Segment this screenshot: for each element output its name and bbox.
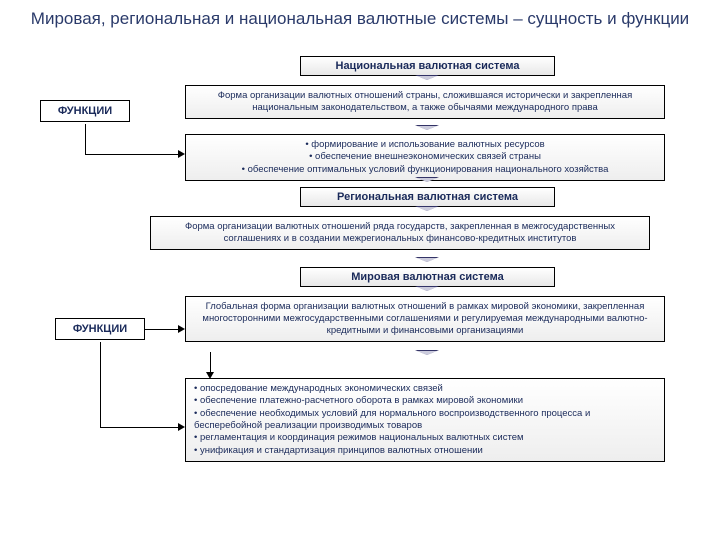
func-label-1: ФУНКЦИИ: [40, 100, 130, 122]
func-item: • обеспечение платежно-расчетного оборот…: [194, 395, 656, 407]
page-title: Мировая, региональная и национальная вал…: [0, 0, 720, 34]
line: [100, 342, 101, 427]
arrow: [206, 372, 214, 379]
national-header: Национальная валютная система: [300, 56, 555, 76]
regional-header: Региональная валютная система: [300, 187, 555, 207]
func-item: • унификация и стандартизация принципов …: [194, 445, 656, 457]
func-item: • опосредование международных экономичес…: [194, 383, 656, 395]
arrow: [178, 423, 185, 431]
func-item: • обеспечение необходимых условий для но…: [194, 408, 656, 420]
func-item: • обеспечение внешнеэкономических связей…: [194, 151, 656, 163]
world-desc: Глобальная форма организации валютных от…: [185, 296, 665, 342]
arrow: [178, 150, 185, 158]
arrow: [178, 325, 185, 333]
func-label-2: ФУНКЦИИ: [55, 318, 145, 340]
line: [85, 124, 86, 154]
line: [145, 329, 180, 330]
national-desc: Форма организации валютных отношений стр…: [185, 85, 665, 119]
func-item: • формирование и использование валютных …: [194, 139, 656, 151]
world-funcs: • опосредование международных экономичес…: [185, 378, 665, 462]
func-item: бесперебойной реализации производимых то…: [194, 420, 656, 432]
regional-desc: Форма организации валютных отношений ряд…: [150, 216, 650, 250]
line: [210, 352, 211, 374]
func-item: • обеспечение оптимальных условий функци…: [194, 164, 656, 176]
world-header: Мировая валютная система: [300, 267, 555, 287]
line: [100, 427, 180, 428]
line: [85, 154, 180, 155]
national-funcs: • формирование и использование валютных …: [185, 134, 665, 181]
func-item: • регламентация и координация режимов на…: [194, 432, 656, 444]
